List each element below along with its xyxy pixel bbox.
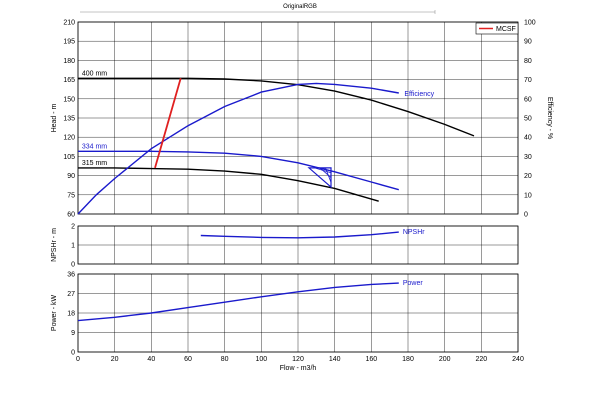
y-tick-label: 75	[67, 192, 75, 199]
x-tick-label: 240	[512, 356, 524, 363]
y2-tick-label: 100	[524, 20, 536, 27]
x-tick-label: 180	[402, 356, 414, 363]
y-tick-label: 210	[63, 20, 75, 27]
x-tick-label: 160	[365, 356, 377, 363]
y-tick-label: 150	[63, 96, 75, 103]
x-tick-label: 0	[76, 356, 80, 363]
curve-annotation: Efficiency	[404, 91, 434, 98]
y2-tick-label: 50	[524, 116, 532, 123]
curve-annotation: 400 mm	[82, 70, 107, 77]
series-line-400-mm	[78, 77, 475, 137]
y-tick-label: 0	[71, 350, 75, 357]
head-panel: 60 75 90 105 120 135 150 165 180 195 210 Head - m 0 1…	[51, 20, 553, 219]
y2-tick-label: 30	[524, 154, 532, 161]
y2-tick-label: 20	[524, 173, 532, 180]
y-tick-label: 60	[67, 212, 75, 219]
y2-tick-label: 10	[524, 192, 532, 199]
plot-frame	[77, 273, 519, 353]
y-axis-label: Power - kW	[51, 295, 58, 332]
y2-tick-label: 80	[524, 58, 532, 65]
series-line-npshr	[200, 231, 399, 239]
y2-tick-label: 60	[524, 96, 532, 103]
x-tick-label: 200	[439, 356, 451, 363]
legend-label-mcsf: MCSF	[496, 26, 516, 33]
legend-box	[475, 22, 519, 35]
y2-tick-label: 70	[524, 77, 532, 84]
y2-tick-label: 0	[524, 212, 528, 219]
y-tick-label: 135	[63, 116, 75, 123]
y-tick-label: 120	[63, 135, 75, 142]
page-title: OriginalRGB	[283, 4, 317, 10]
y2-tick-label: 90	[524, 39, 532, 46]
x-tick-label: 140	[329, 356, 341, 363]
x-tick-label: 60	[184, 356, 192, 363]
bep-hatch	[325, 167, 332, 183]
x-tick-label: 20	[111, 356, 119, 363]
x-tick-label: 80	[221, 356, 229, 363]
power-panel: 0 9 18 27 36 Power - kW Power 0 20 40 60 80 100 120 14…	[51, 272, 524, 373]
y-tick-label: 2	[71, 224, 75, 231]
x-tick-label: 120	[292, 356, 304, 363]
plot-frame	[77, 21, 519, 215]
curve-annotation: 334 mm	[82, 143, 107, 150]
y-axis-label: NPSHr - m	[51, 228, 58, 262]
series-line-efficiency	[77, 82, 399, 215]
y-tick-label: 27	[67, 291, 75, 298]
y-tick-label: 90	[67, 173, 75, 180]
y-tick-label: 0	[71, 262, 75, 269]
y-tick-label: 18	[67, 311, 75, 318]
y-tick-label: 36	[67, 272, 75, 279]
npshr-panel: 0 1 2 NPSHr - m NPSHr	[51, 224, 519, 269]
plot-frame	[77, 225, 519, 265]
series-line-mcsf	[154, 78, 182, 169]
y-tick-label: 105	[63, 154, 75, 161]
y-tick-label: 165	[63, 77, 75, 84]
series-line-334-mm	[78, 150, 399, 191]
bep-hatch	[319, 167, 332, 178]
x-tick-label: 40	[147, 356, 155, 363]
series-line-power	[77, 282, 399, 322]
mcsf-legend: MCSF	[475, 22, 519, 35]
series-line-315-mm	[78, 167, 379, 202]
y2-axis-label: Efficiency - %	[546, 97, 553, 139]
series-label-npshr: NPSHr	[403, 229, 425, 236]
series-label-power: Power	[403, 280, 424, 287]
y-tick-label: 1	[71, 243, 75, 250]
curve-annotation: 315 mm	[82, 160, 107, 167]
x-axis-label: Flow - m3/h	[280, 365, 317, 372]
y-axis-label: Head - m	[51, 103, 58, 132]
x-tick-label: 100	[255, 356, 267, 363]
y-tick-label: 9	[71, 330, 75, 337]
x-tick-label: 220	[475, 356, 487, 363]
y2-tick-label: 40	[524, 135, 532, 142]
y-tick-label: 180	[63, 58, 75, 65]
y-tick-label: 195	[63, 39, 75, 46]
